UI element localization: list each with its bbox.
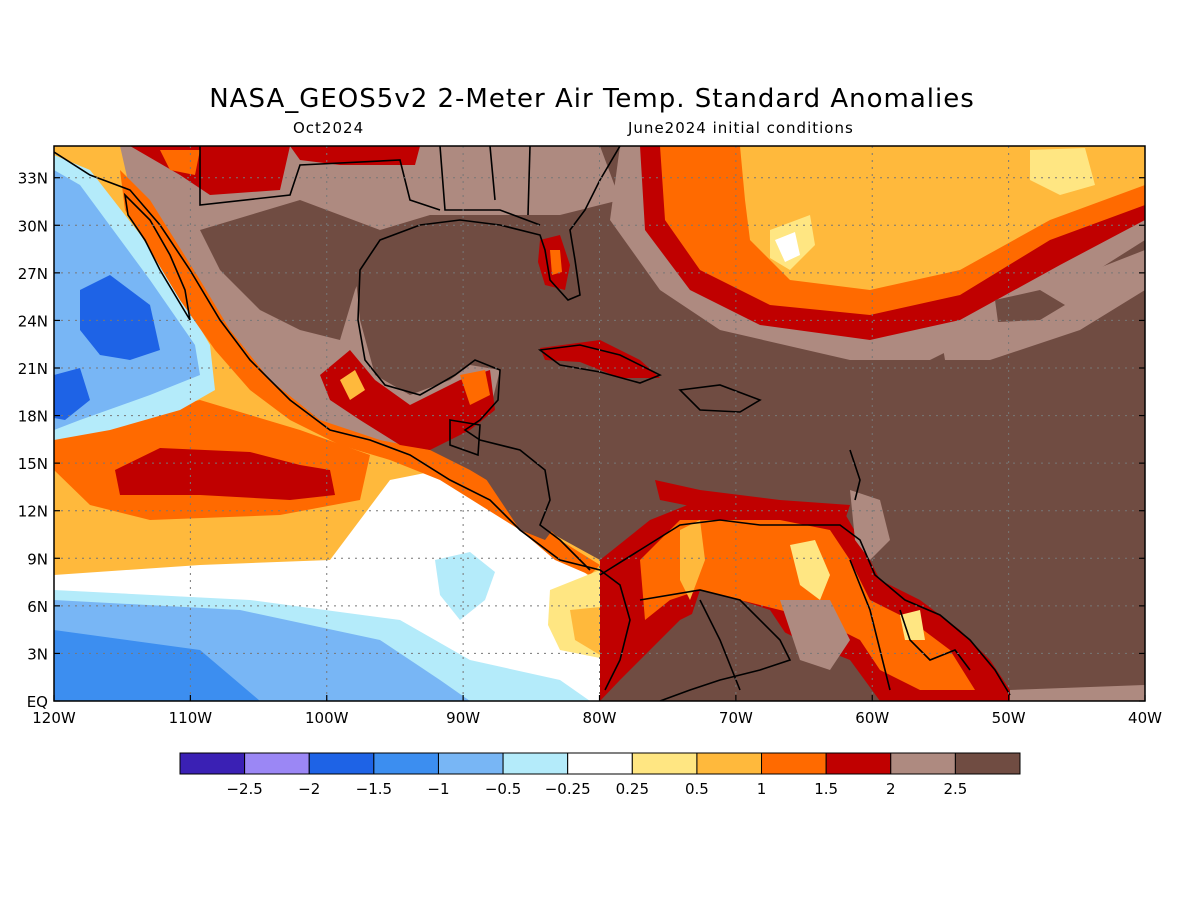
- x-tick-label: 110W: [169, 709, 213, 727]
- mexico-interior-brown: [200, 200, 380, 340]
- colorbar-label: −2.5: [226, 780, 262, 798]
- atlantic-warm-near-normal: [775, 232, 800, 262]
- colorbar-swatch: [761, 752, 827, 775]
- y-tick-label: 27N: [18, 265, 48, 283]
- colorbar-label: 1.5: [814, 780, 838, 798]
- amazon-interior: [650, 590, 790, 701]
- x-tick-label: 70W: [719, 709, 753, 727]
- baja-cool-core: [80, 275, 160, 360]
- x-tick-label: 40W: [1128, 709, 1162, 727]
- pacific-cool-deep: [54, 630, 260, 701]
- colorbar-label: 0.5: [685, 780, 709, 798]
- northeast-brazil-slight: [1010, 685, 1145, 701]
- colorbar-swatch: [502, 752, 569, 775]
- y-tick-label: 24N: [18, 312, 48, 330]
- map-title: NASA_GEOS5v2 2-Meter Air Temp. Standard …: [209, 84, 975, 114]
- colorbar-label: 2: [886, 780, 896, 798]
- colorbar-label: 2.5: [943, 780, 967, 798]
- x-tick-label: 80W: [583, 709, 617, 727]
- y-tick-label: 3N: [27, 645, 48, 663]
- venezuela-yellow: [790, 540, 830, 600]
- initial-conditions: June2024 initial conditions: [628, 119, 854, 137]
- colorbar-label: 0.25: [616, 780, 649, 798]
- colorbar-label: −0.5: [485, 780, 521, 798]
- x-tick-label: 100W: [305, 709, 349, 727]
- y-tick-label: 18N: [18, 408, 48, 426]
- central-america-red: [320, 350, 495, 450]
- colorbar-label: 1: [757, 780, 767, 798]
- x-tick-label: 90W: [446, 709, 480, 727]
- colorbar-swatch: [373, 752, 439, 775]
- axis-ticks: 120W 110W 100W 90W 80W 70W 60W 50W 40W EQ 3N 6N 9N 12…: [18, 170, 1162, 727]
- y-tick-label: 9N: [27, 550, 48, 568]
- baja-cool-core-south: [54, 368, 90, 420]
- atlantic-warm-yellow-ne: [1030, 148, 1095, 195]
- y-tick-label: 12N: [18, 503, 48, 521]
- colorbar-swatch: [631, 752, 698, 775]
- y-tick-label: 15N: [18, 455, 48, 473]
- guyana-yellow: [900, 610, 925, 640]
- caribbean-east-slight: [850, 490, 890, 560]
- forecast-month: Oct2024: [293, 119, 365, 137]
- pacific-strong-warm: [115, 448, 335, 500]
- honduras-nicaragua-land: [480, 430, 570, 540]
- y-tick-label: 33N: [18, 170, 48, 188]
- east-atlantic-brown-cell: [995, 290, 1065, 322]
- central-america-orange: [340, 370, 365, 400]
- colorbar-label: −1.5: [356, 780, 392, 798]
- colorbar-swatch: [437, 752, 504, 775]
- colorbar-swatch: [244, 752, 310, 775]
- pacific-light-blue-cell: [435, 552, 495, 620]
- colorbar-swatch: [179, 752, 246, 775]
- colorbar-label: −1: [427, 780, 449, 798]
- coastlines: [54, 146, 1011, 701]
- amazon-interior-east: [780, 600, 850, 670]
- colorbar-label: −2: [298, 780, 320, 798]
- colorbar-swatch: [954, 752, 1021, 775]
- colorbar-swatch: [890, 752, 956, 775]
- colorbar: −2.5 −2 −1.5 −1 −0.5 −0.25 0.25 0.5 1 1.5 2 2.5: [179, 752, 1021, 798]
- colorbar-swatch: [825, 752, 892, 775]
- y-tick-label: 6N: [27, 598, 48, 616]
- colorbar-swatch: [567, 752, 633, 775]
- x-tick-label: 50W: [992, 709, 1026, 727]
- plot-area: [54, 146, 1145, 701]
- y-tick-label: EQ: [27, 693, 48, 711]
- y-tick-label: 21N: [18, 360, 48, 378]
- venezuela-gold: [680, 520, 705, 600]
- colorbar-label: −0.25: [545, 780, 591, 798]
- colorbar-swatch: [308, 752, 375, 775]
- gridlines: [54, 146, 1145, 701]
- x-tick-label: 120W: [32, 709, 76, 727]
- caribbean-south-red: [655, 480, 850, 520]
- florida-orange: [550, 250, 562, 275]
- x-tick-label: 60W: [855, 709, 889, 727]
- yucatan-orange: [460, 370, 490, 405]
- colorbar-swatch: [696, 752, 763, 775]
- y-tick-label: 30N: [18, 217, 48, 235]
